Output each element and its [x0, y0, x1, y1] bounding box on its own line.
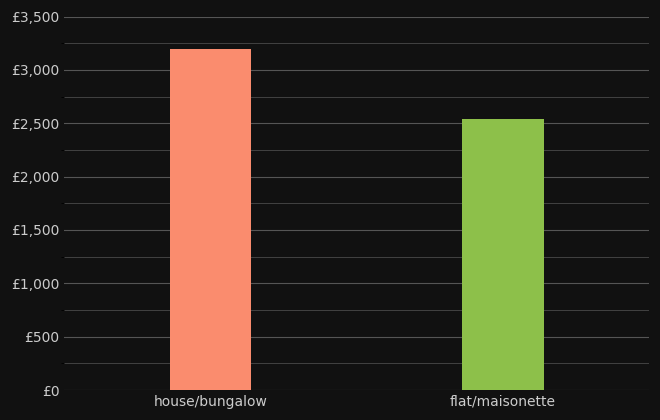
Bar [462, 119, 544, 390]
Bar [170, 49, 251, 390]
